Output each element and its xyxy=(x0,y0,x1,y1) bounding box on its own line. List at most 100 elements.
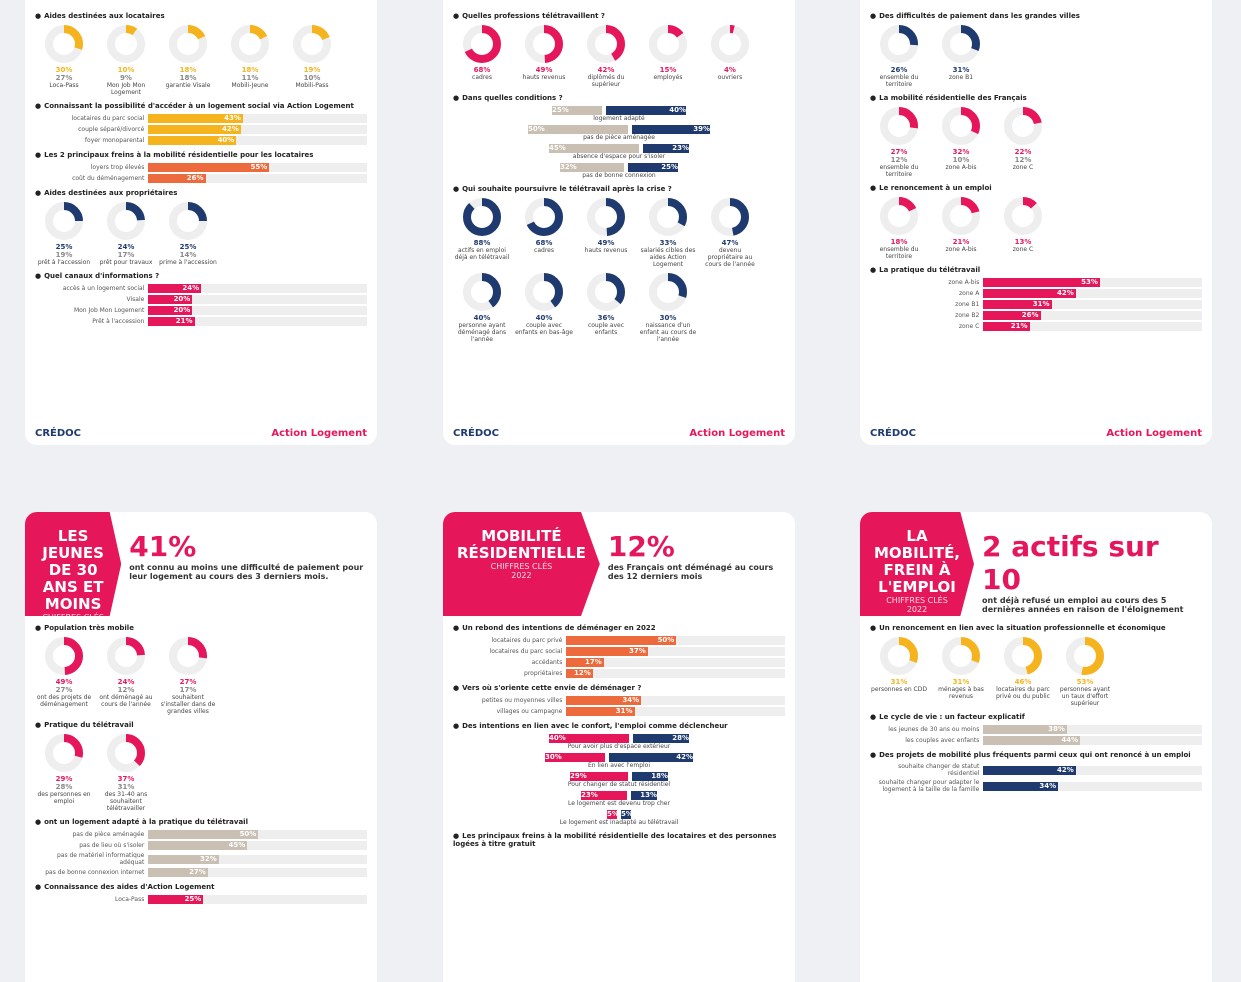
donut xyxy=(711,198,749,236)
footer-logo: Action Logement xyxy=(271,428,367,439)
label: ensemble du territoire xyxy=(879,246,919,260)
bar-row: souhaite changer pour adapter le logemen… xyxy=(870,779,1202,793)
label: cadres xyxy=(534,247,554,254)
bar-track: 20% xyxy=(148,306,367,315)
donut-arc xyxy=(1004,197,1042,235)
bar: 18% xyxy=(632,772,668,781)
section: Vers où s'oriente cette envie de déménag… xyxy=(453,684,785,716)
section-heading: Le cycle de vie : un facteur explicatif xyxy=(870,713,1202,721)
value: 12% xyxy=(1014,156,1032,164)
section: Le cycle de vie : un facteur explicatif l… xyxy=(870,713,1202,745)
pair-label: pas de pièce aménagée xyxy=(583,134,655,141)
bar-row: les couples avec enfants 44% xyxy=(870,736,1202,745)
donut xyxy=(107,25,145,63)
section-heading: Vers où s'oriente cette envie de déménag… xyxy=(453,684,785,692)
donut xyxy=(463,273,501,311)
bar: 12% xyxy=(566,669,593,678)
bar-row: Visale 20% xyxy=(35,295,367,304)
label: ensemble du territoire xyxy=(879,74,919,88)
bar: 37% xyxy=(566,647,648,656)
label: Loca-Pass xyxy=(49,82,79,89)
label: ont des projets de déménagement xyxy=(36,694,92,708)
bar: 40% xyxy=(549,734,629,743)
value: 9% xyxy=(120,74,132,82)
circle-item: 30% 27% Loca-Pass xyxy=(35,24,93,96)
headline-text: ont déjà refusé un emploi au cours des 5… xyxy=(982,596,1184,614)
bar-row: couple séparé/divorcé 42% xyxy=(35,125,367,134)
bar-row: locataires du parc social 37% xyxy=(453,647,785,656)
donut-arc xyxy=(880,25,918,63)
bar-row: petites ou moyennes villes 34% xyxy=(453,696,785,705)
value: 11% xyxy=(241,74,259,82)
donut xyxy=(942,197,980,235)
bar: 25% xyxy=(148,895,204,904)
circles: 30% 27% Loca-Pass 10% 9% Mon Job Mon Logement… xyxy=(35,24,367,96)
donut-arc xyxy=(649,198,687,236)
circle-item: 88% actifs en emploi déjà en télétravail xyxy=(453,197,511,268)
header: LES JEUNES DE 30 ANS ET MOINS CHIFFRES CL… xyxy=(25,512,377,616)
circle-item: 40% personne ayant déménagé dans l'année xyxy=(453,272,511,343)
label: zone A-bis xyxy=(945,246,977,253)
bar: 5% xyxy=(621,810,633,819)
donut xyxy=(880,197,918,235)
footer-logo: CRÉDOC xyxy=(35,428,82,439)
footer-logo: CRÉDOC xyxy=(870,428,917,439)
section: Connaissant la possibilité d'accéder à u… xyxy=(35,102,367,145)
label: Mobili-Jeune xyxy=(231,82,269,89)
bar: 13% xyxy=(631,791,657,800)
donut-arc xyxy=(525,273,563,311)
circle-item: 19% 10% Mobili-Pass xyxy=(283,24,341,96)
section-heading: Le renoncement à un emploi xyxy=(870,184,1202,192)
section: Pratique du télétravail 29%28%des personn… xyxy=(35,721,367,812)
bar-label: loyers trop élevés xyxy=(90,164,145,171)
label: ensemble du territoire xyxy=(879,164,919,178)
circles: 26% ensemble du territoire 31% zone B1 xyxy=(870,24,1202,88)
bar-row: locataires du parc privé 50% xyxy=(453,636,785,645)
pair-row: 32% 25% xyxy=(453,163,785,172)
donut xyxy=(45,637,83,675)
bar-label: accédants xyxy=(531,659,563,666)
section-heading: Aides destinées aux locataires xyxy=(35,12,367,20)
donut xyxy=(525,25,563,63)
bar: 20% xyxy=(148,295,193,304)
circle-item: 18% 18% garantie Visale xyxy=(159,24,217,96)
value: 18% xyxy=(241,66,259,74)
section: Le renoncement à un emploi 18%ensemble du… xyxy=(870,184,1202,260)
bar-row: les jeunes de 30 ans ou moins 38% xyxy=(870,725,1202,734)
label: couple avec enfants xyxy=(587,322,625,336)
circle-item: 37% 31% des 31-40 ans souhaitent télétrava… xyxy=(97,733,155,812)
label: locataires du parc privé ou du public xyxy=(995,686,1051,700)
pair-label: Pour changer de statut résidentiel xyxy=(567,781,671,788)
label: prêt à l'accession xyxy=(37,259,91,266)
section: Qui souhaite poursuivre le télétravail a… xyxy=(453,185,785,343)
pair: 45% 23% absence d'espace pour s'isoler xyxy=(453,144,785,160)
label: des 31-40 ans souhaitent télétravailler xyxy=(104,791,148,812)
donut-arc xyxy=(1066,637,1104,675)
value: 53% xyxy=(1076,678,1094,686)
bar: 34% xyxy=(566,696,642,705)
section: Les 2 principaux freins à la mobilité ré… xyxy=(35,151,367,183)
section: La mobilité résidentielle des Français 27… xyxy=(870,94,1202,178)
bar: 44% xyxy=(983,736,1081,745)
bar: 34% xyxy=(983,781,1059,791)
bar-label: foyer monoparental xyxy=(84,137,145,144)
bar-track: 34% xyxy=(983,781,1202,791)
value: 32% xyxy=(952,148,970,156)
section: Des difficultés de paiement dans les gra… xyxy=(870,12,1202,88)
bar: 25% xyxy=(552,106,602,115)
donut-arc xyxy=(880,197,918,235)
bar-label: Visale xyxy=(126,296,145,303)
section: Quelles professions télétravaillent ? 68%… xyxy=(453,12,785,88)
circle-item: 18% ensemble du territoire xyxy=(870,196,928,260)
bar-label: pas de lieu où s'isoler xyxy=(79,842,145,849)
section: Quel canaux d'informations ? accès à un l… xyxy=(35,272,367,326)
footer: CRÉDOC Action Logement xyxy=(870,428,1202,439)
pair: 40% 28% Pour avoir plus d'espace extérieur xyxy=(453,734,785,750)
donut-track xyxy=(711,25,749,63)
value: 31% xyxy=(952,66,970,74)
pair-row: 30% 42% xyxy=(453,753,785,762)
bar-row: coût du déménagement 26% xyxy=(35,174,367,183)
label: ouvriers xyxy=(717,74,743,81)
donut-arc xyxy=(880,107,918,145)
